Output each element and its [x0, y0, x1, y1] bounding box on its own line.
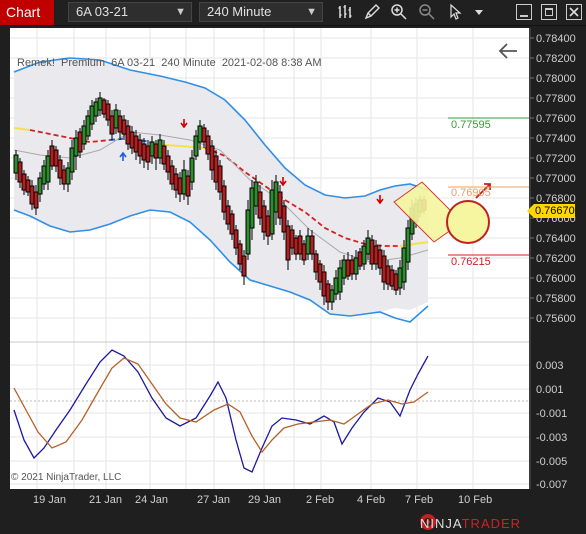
brand-trader: TRADER [461, 516, 522, 531]
close-icon [569, 7, 579, 17]
date-tick: 19 Jan [33, 494, 66, 506]
date-tick: 21 Jan [89, 494, 122, 506]
brand-wordmark: NINJATRADER [420, 516, 521, 531]
chevron-down-icon: ▼ [175, 6, 186, 18]
price-tick: 0.76800 [536, 193, 576, 205]
bar-type-icon[interactable] [337, 3, 355, 21]
ninjatrader-logo-icon [420, 514, 436, 530]
price-tick: 0.75800 [536, 293, 576, 305]
chart-tab[interactable]: Chart [0, 0, 54, 25]
menu-dropdown-icon[interactable] [470, 3, 488, 21]
date-axis-bg [0, 489, 586, 509]
oscillator-slow-line [13, 357, 429, 454]
signal-arrows [119, 119, 384, 205]
interval-label: 240 Minute [207, 4, 272, 19]
price-axis-ticks [530, 37, 534, 319]
date-tick: 29 Jan [248, 494, 281, 506]
brand-ninja: NINJA [420, 516, 462, 531]
price-tick: 0.76200 [536, 253, 576, 265]
price-tick: 0.78200 [536, 53, 576, 65]
candles [13, 92, 427, 310]
price-tick: 0.77200 [536, 153, 576, 165]
price-tick: 0.77600 [536, 113, 576, 125]
oscillator-fast-line [13, 349, 429, 473]
price-axis-bg [530, 28, 586, 489]
date-tick: 7 Feb [405, 494, 433, 506]
osc-tick: -0.003 [536, 432, 567, 444]
osc-tick: -0.005 [536, 456, 567, 468]
date-tick: 4 Feb [357, 494, 385, 506]
copyright-text: © 2021 NinjaTrader, LLC [11, 472, 122, 483]
zoom-in-icon[interactable] [390, 3, 408, 21]
sell-arrow-icon [279, 177, 287, 187]
interval-selector[interactable]: 240 Minute ▼ [199, 2, 323, 22]
zoom-out-icon[interactable] [418, 3, 436, 21]
current-price-tag: 0.76670 [527, 204, 575, 218]
date-tick: 27 Jan [197, 494, 230, 506]
price-tick: 0.78400 [536, 33, 576, 45]
upper-band-line [13, 57, 429, 199]
osc-tick: -0.007 [536, 479, 567, 491]
minimize-button[interactable] [516, 4, 532, 20]
date-tick: 24 Jan [135, 494, 168, 506]
pointer-icon[interactable] [446, 3, 464, 21]
price-tick: 0.77800 [536, 93, 576, 105]
draw-tool-icon[interactable] [363, 3, 381, 21]
sell-arrow-icon [180, 119, 188, 129]
maximize-button[interactable] [541, 4, 557, 20]
level-label-middle: 0.76905 [451, 187, 491, 199]
lower-band-line [13, 209, 429, 323]
price-tick: 0.76000 [536, 273, 576, 285]
instrument-label: 6A 03-21 [76, 4, 129, 19]
price-tick: 0.75600 [536, 313, 576, 325]
osc-tick: 0.001 [536, 384, 564, 396]
date-tick: 10 Feb [458, 494, 492, 506]
price-tick: 0.77000 [536, 173, 576, 185]
osc-tick: -0.001 [536, 408, 567, 420]
chart-title: Remek! Premium 6A 03-21 240 Minute 2021-… [17, 57, 322, 69]
chevron-down-icon: ▼ [306, 6, 317, 18]
price-tick: 0.77400 [536, 133, 576, 145]
buy-arrow-icon [119, 151, 127, 161]
osc-tick: 0.003 [536, 360, 564, 372]
price-tick: 0.76400 [536, 233, 576, 245]
sell-arrow-icon [376, 195, 384, 205]
toolbar: Chart 6A 03-21 ▼ 240 Minute ▼ [0, 0, 586, 26]
close-button[interactable] [566, 4, 582, 20]
instrument-selector[interactable]: 6A 03-21 ▼ [68, 2, 192, 22]
level-label-lower: 0.76215 [451, 256, 491, 268]
date-tick: 2 Feb [306, 494, 334, 506]
arrow-left-icon[interactable] [497, 40, 519, 62]
target-circle [446, 200, 490, 244]
price-tick: 0.78000 [536, 73, 576, 85]
level-label-upper: 0.77595 [451, 119, 491, 131]
target-arrow-icon [475, 183, 491, 199]
